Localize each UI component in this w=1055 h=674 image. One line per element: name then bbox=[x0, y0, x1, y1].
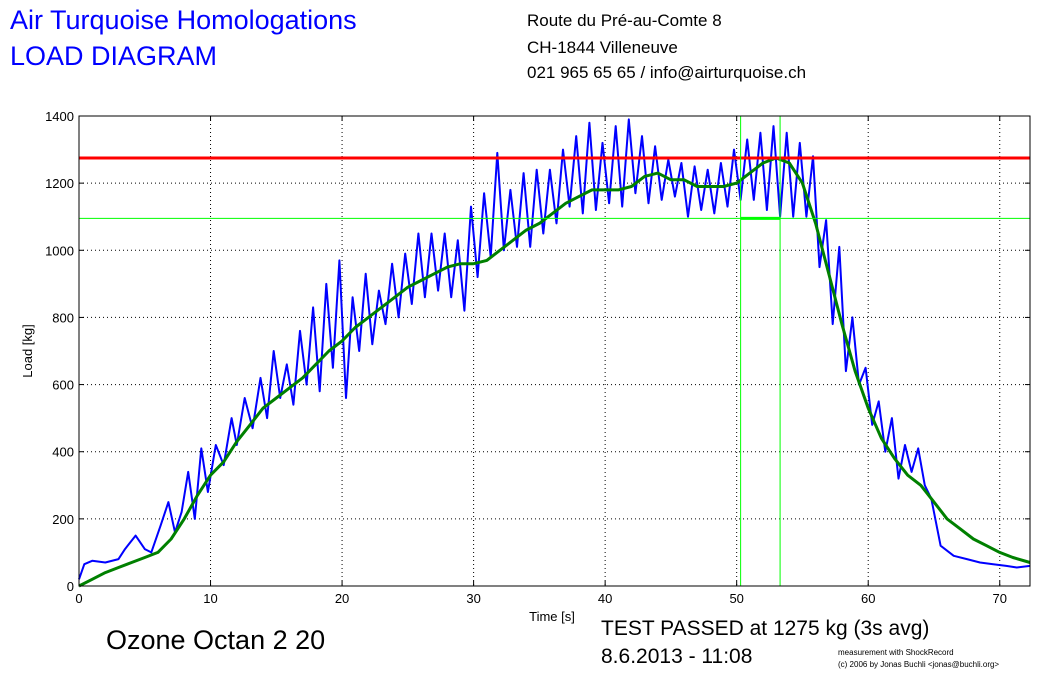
x-axis-title: Time [s] bbox=[529, 609, 575, 624]
x-tick-label: 40 bbox=[598, 591, 612, 606]
y-tick-label: 400 bbox=[52, 445, 74, 460]
x-tick-label: 10 bbox=[203, 591, 217, 606]
x-tick-label: 70 bbox=[993, 591, 1007, 606]
report-title: Air Turquoise Homologations bbox=[10, 5, 357, 35]
axis-ticks: 0 10 20 30 40 50 60 70 0 200 400 600 800 1000 1200 1400 bbox=[45, 109, 1030, 606]
y-tick-label: 200 bbox=[52, 512, 74, 527]
y-tick-label: 1200 bbox=[45, 176, 74, 191]
address-contact: 021 965 65 65 / info@airturquoise.ch bbox=[527, 63, 807, 82]
address-street: Route du Pré-au-Comte 8 bbox=[527, 11, 722, 30]
test-date: 8.6.2013 - 11:08 bbox=[601, 645, 753, 668]
y-tick-label: 600 bbox=[52, 378, 74, 393]
y-axis-title: Load [kg] bbox=[20, 324, 35, 378]
y-tick-label: 1000 bbox=[45, 243, 74, 258]
x-tick-label: 60 bbox=[861, 591, 875, 606]
chart-grid bbox=[79, 116, 1030, 586]
x-tick-label: 50 bbox=[729, 591, 743, 606]
plot-frame bbox=[78, 115, 1031, 587]
address-city: CH-1844 Villeneuve bbox=[527, 38, 678, 57]
report-subtitle: LOAD DIAGRAM bbox=[10, 41, 218, 71]
credit-line-1: measurement with ShockRecord bbox=[838, 648, 954, 657]
product-name: Ozone Octan 2 20 bbox=[106, 625, 326, 655]
average-load-series bbox=[78, 156, 1031, 588]
y-tick-label: 0 bbox=[67, 579, 74, 594]
x-tick-label: 20 bbox=[335, 591, 349, 606]
x-tick-label: 0 bbox=[75, 591, 82, 606]
y-tick-label: 800 bbox=[52, 310, 74, 325]
raw-load-series bbox=[78, 118, 1031, 580]
x-tick-label: 30 bbox=[466, 591, 480, 606]
credit-line-2: (c) 2006 by Jonas Buchli <jonas@buchli.o… bbox=[838, 660, 1000, 669]
reference-lines bbox=[79, 116, 1030, 586]
chart-series bbox=[78, 118, 1031, 588]
y-tick-label: 1400 bbox=[45, 109, 74, 124]
test-result: TEST PASSED at 1275 kg (3s avg) bbox=[601, 617, 930, 640]
